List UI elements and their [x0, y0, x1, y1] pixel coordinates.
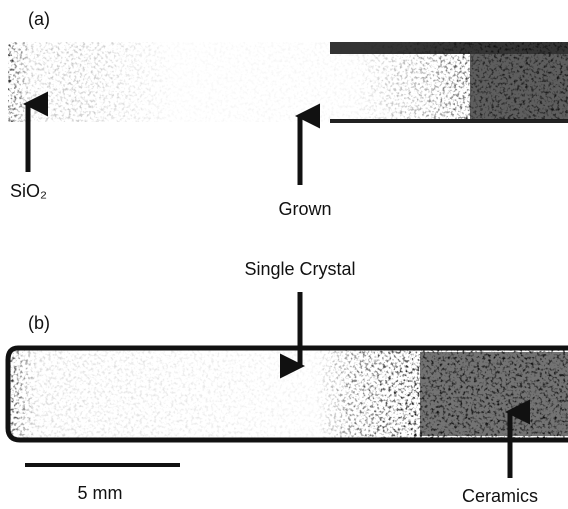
annotation: Grown	[278, 199, 331, 219]
annotation: Single Crystal	[244, 259, 355, 279]
annotation: SiO₂	[10, 181, 47, 201]
panel-label: (b)	[28, 313, 50, 333]
annotation: Ceramics	[462, 486, 538, 506]
panel-label: (a)	[28, 9, 50, 29]
rod-b	[8, 346, 568, 440]
scale-label: 5 mm	[78, 483, 123, 503]
figure: (a) SiO₂ Grown (b) Single Crystal Cerami…	[0, 0, 568, 509]
rod-a	[8, 42, 568, 123]
